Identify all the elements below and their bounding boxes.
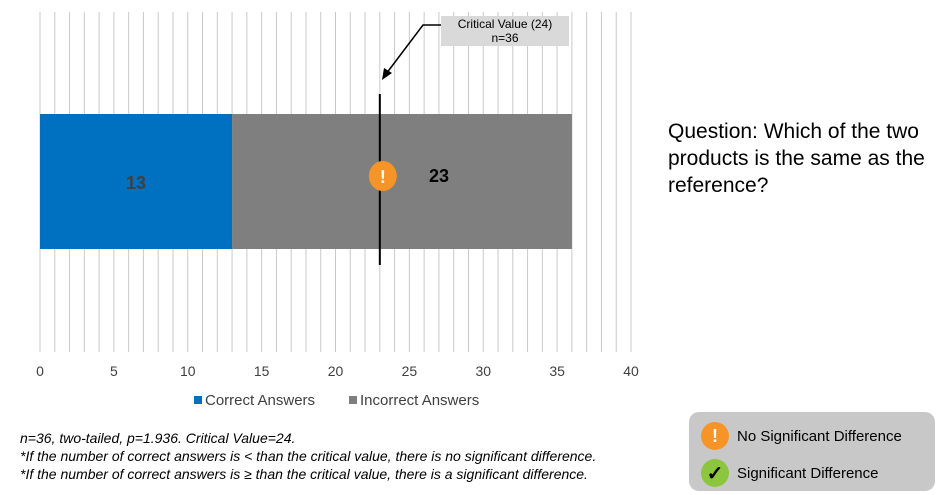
legend-label-1: Incorrect Answers [360,392,479,409]
callout-arrowhead [382,68,392,80]
data-label-correct: 13 [126,173,146,193]
callout-line-0: Critical Value (24) [458,17,552,31]
x-tick-label: 40 [623,363,639,379]
callout-leader [385,24,441,75]
footnotes: n=36, two-tailed, p=1.936. Critical Valu… [20,429,596,483]
data-label-incorrect: 23 [429,166,449,186]
bar-0 [40,114,233,249]
exclamation-icon-glyph: ! [380,167,386,187]
exclamation-icon: ! [701,422,729,450]
x-tick-label: 5 [110,363,118,379]
exclamation-icon [368,161,397,191]
footnote-greater-equal: *If the number of correct answers is ≥ t… [20,466,588,482]
key-no-significant: ! No Significant Difference [701,422,902,450]
x-tick-label: 30 [475,363,491,379]
legend-label-0: Correct Answers [205,392,315,409]
significance-key: ! No Significant Difference ✓ Significan… [689,412,935,491]
legend-swatch-0 [194,396,202,404]
critical-value-marker: ! Critical Value (24)n=36 [368,16,569,265]
x-tick-label: 25 [402,363,418,379]
x-tick-label: 15 [254,363,270,379]
legend-swatch-1 [349,396,357,404]
x-axis-ticks: 0 5 10 15 20 25 30 35 40 [36,363,639,379]
footnote-less-than: *If the number of correct answers is < t… [20,448,597,464]
x-tick-label: 0 [36,363,44,379]
key-significant-label: Significant Difference [737,464,879,482]
bars: 13 23 [40,114,572,249]
legend: Correct Answers Incorrect Answers [194,392,479,409]
key-significant: ✓ Significant Difference [701,459,878,487]
callout-line-1: n=36 [491,31,518,45]
critical-value-callout [441,16,569,46]
footnote-stats: n=36, two-tailed, p=1.936. Critical Valu… [20,430,296,446]
bar-1 [232,114,572,249]
x-tick-label: 10 [180,363,196,379]
x-tick-label: 20 [328,363,344,379]
question-text: Question: Which of the two products is t… [668,120,925,197]
key-no-significant-label: No Significant Difference [737,427,902,445]
checkmark-icon: ✓ [701,459,729,487]
x-tick-label: 35 [549,363,565,379]
